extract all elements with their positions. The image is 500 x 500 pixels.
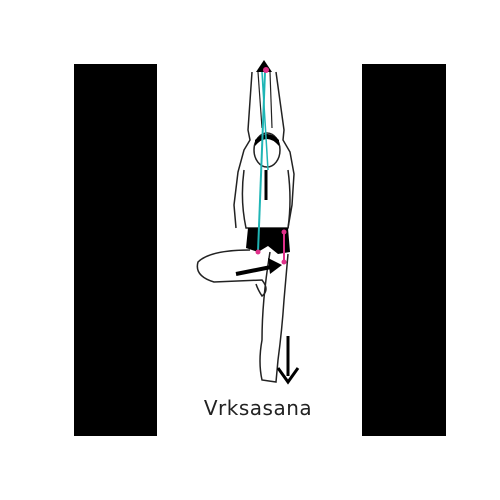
left-inner-arm (257, 71, 263, 129)
left-black-bar (74, 64, 157, 436)
pelvis-dot-bottom (281, 259, 287, 265)
arrow-down-icon (276, 336, 300, 385)
hand-dot (263, 67, 269, 73)
pelvis-dot-top (281, 229, 287, 235)
hip-dot (255, 249, 261, 255)
shorts (246, 228, 290, 254)
standing-leg-outline (259, 251, 289, 383)
right-arm-outline (275, 71, 295, 229)
left-arm-outline (233, 71, 253, 229)
arm-line (261, 71, 269, 171)
right-inner-arm (269, 71, 273, 129)
pose-name: Vrksasana (203, 396, 313, 420)
arrow-right-icon (235, 258, 282, 276)
hair (255, 134, 279, 146)
bent-leg-outline (196, 249, 267, 298)
right-black-bar (362, 64, 446, 436)
